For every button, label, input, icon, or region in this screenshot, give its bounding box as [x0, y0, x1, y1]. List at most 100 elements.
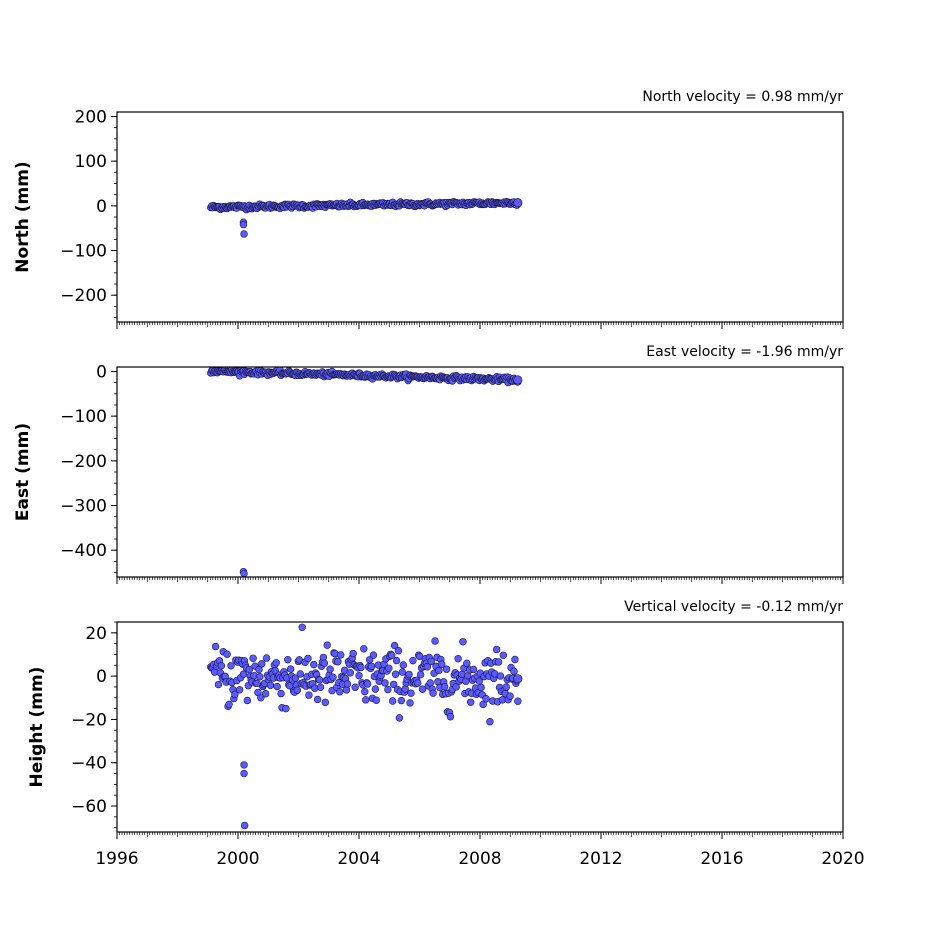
height-points: [207, 623, 523, 830]
data-point: [326, 665, 334, 673]
data-point: [452, 683, 460, 691]
data-point: [514, 697, 522, 705]
data-point: [499, 651, 508, 659]
data-point: [255, 665, 263, 674]
data-point: [257, 694, 265, 702]
data-point: [351, 683, 359, 691]
data-point: [427, 657, 435, 666]
data-point: [438, 660, 446, 668]
data-point: [304, 654, 312, 663]
data-point: [282, 704, 290, 713]
data-point: [506, 692, 514, 700]
data-point: [371, 685, 380, 693]
data-point: [414, 679, 422, 687]
data-point: [496, 672, 505, 680]
outlier-point: [240, 769, 248, 778]
data-point: [272, 659, 280, 667]
data-point: [261, 689, 270, 698]
data-point: [320, 659, 329, 667]
data-point: [486, 717, 494, 726]
data-point: [321, 698, 330, 707]
x-tick-label: 2012: [579, 849, 622, 869]
data-point: [395, 714, 404, 722]
data-point: [388, 651, 396, 659]
north-axes-frame: [116, 111, 844, 323]
data-point: [384, 685, 392, 694]
data-point: [513, 375, 523, 385]
data-point: [446, 712, 455, 721]
data-point: [231, 690, 239, 699]
data-point: [225, 700, 233, 709]
data-point: [511, 655, 519, 664]
height-velocity-annotation: Vertical velocity = -0.12 mm/yr: [624, 599, 843, 615]
data-point: [391, 670, 400, 678]
data-point: [482, 695, 490, 703]
data-point: [256, 673, 264, 681]
data-point: [273, 682, 281, 691]
outlier-point: [239, 220, 248, 229]
north-y-axis-label: North (mm): [13, 161, 33, 272]
data-point: [223, 650, 231, 658]
data-point: [349, 649, 357, 658]
data-point: [266, 681, 275, 689]
x-tick-label: 2020: [821, 849, 864, 869]
data-point: [399, 661, 407, 669]
data-point: [407, 689, 415, 697]
data-point: [336, 688, 344, 696]
data-point: [243, 696, 252, 705]
height-y-axis-label: Height (mm): [27, 667, 47, 788]
y-tick-label: −100: [60, 242, 107, 262]
data-point: [305, 691, 313, 699]
data-point: [262, 654, 271, 662]
y-tick-label: −300: [60, 497, 107, 517]
y-tick-label: −200: [60, 452, 107, 472]
data-point: [329, 673, 337, 681]
data-point: [293, 686, 302, 694]
east-panel: 0 −100 −200 −300 −400 East velocity = -1.96 m…: [13, 344, 844, 584]
data-point: [389, 680, 398, 689]
data-point: [442, 665, 451, 673]
data-point: [343, 680, 352, 688]
east-points: [207, 367, 523, 577]
data-point: [337, 651, 345, 659]
data-point: [211, 642, 220, 651]
x-tick-label: 2008: [458, 849, 501, 869]
data-point: [217, 662, 226, 670]
data-point: [313, 695, 322, 704]
data-point: [362, 696, 370, 704]
data-point: [454, 654, 462, 663]
data-point: [277, 689, 285, 698]
y-tick-label: −200: [60, 286, 107, 306]
y-tick-label: 20: [85, 624, 107, 644]
data-point: [367, 662, 376, 671]
data-point: [394, 647, 403, 655]
data-point: [239, 670, 248, 678]
data-point: [235, 686, 244, 694]
data-point: [416, 670, 425, 679]
data-point: [296, 670, 304, 678]
data-point: [397, 696, 406, 705]
outlier-point: [240, 761, 248, 769]
data-point: [469, 665, 478, 674]
data-point: [423, 663, 432, 671]
east-y-axis-label: East (mm): [13, 423, 33, 521]
data-point: [466, 698, 475, 706]
data-point: [513, 674, 523, 684]
data-point: [390, 641, 399, 650]
y-tick-label: −40: [71, 754, 107, 774]
data-point: [494, 658, 503, 666]
outlier-point: [240, 569, 248, 577]
x-tick-label: 2004: [337, 849, 380, 869]
data-point: [401, 685, 409, 693]
data-point: [284, 655, 292, 664]
data-point: [409, 656, 417, 665]
north-panel: 200 100 0 −100 −200 North velocity = 0.98 mm/…: [13, 89, 844, 329]
data-point: [258, 660, 266, 668]
data-point: [502, 683, 510, 691]
y-tick-label: −20: [71, 710, 107, 730]
data-point: [298, 623, 306, 631]
data-point: [418, 685, 427, 693]
data-point: [463, 659, 471, 668]
outlier-point: [240, 230, 248, 238]
